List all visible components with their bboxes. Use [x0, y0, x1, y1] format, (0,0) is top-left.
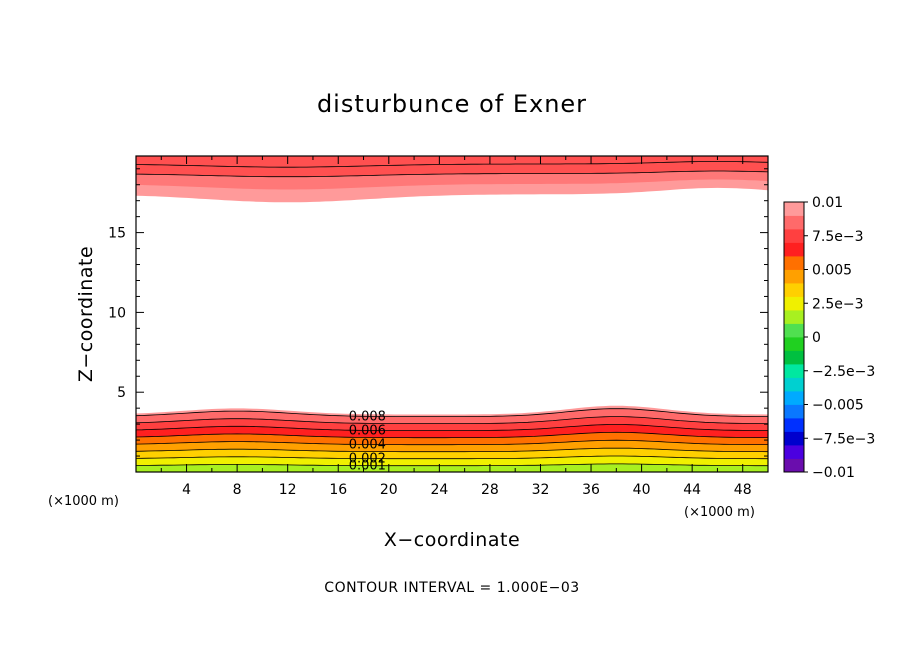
x-tick-label: 20 — [380, 482, 398, 498]
x-tick-label: 28 — [481, 482, 499, 498]
x-tick-label: 32 — [532, 482, 550, 498]
contour-label: 0.001 — [349, 459, 386, 474]
x-axis-label: X−coordinate — [384, 529, 520, 551]
colorbar-swatch — [784, 229, 804, 243]
contour-label: 0.008 — [349, 409, 386, 424]
y-tick-label: 10 — [108, 305, 126, 321]
x-tick-label: 24 — [430, 482, 448, 498]
contour-line — [135, 424, 768, 431]
colorbar-label: 0.005 — [812, 263, 852, 279]
colorbar-swatch — [784, 445, 804, 459]
colorbar-label: −2.5e−3 — [812, 364, 875, 380]
contour-band-lower — [136, 463, 768, 472]
contour-line — [135, 439, 768, 446]
contour-fill-layer — [136, 156, 768, 472]
colorbar-swatch — [784, 310, 804, 324]
contour-band-upper — [136, 156, 768, 177]
x-tick-label: 44 — [683, 482, 701, 498]
x-unit-right: (×1000 m) — [684, 505, 755, 520]
contour-lines-layer — [135, 161, 769, 467]
x-tick-label: 12 — [279, 482, 297, 498]
x-tick-label: 16 — [329, 482, 347, 498]
y-tick-label: 15 — [108, 226, 126, 242]
colorbar-swatch — [784, 404, 804, 419]
colorbar: 0.01 7.5e−3 0.005 2.5e−3 0 −2.5e−3 −0.005 −7.5e… — [783, 195, 875, 481]
x-tick-label: 48 — [734, 482, 752, 498]
colorbar-swatch — [784, 377, 804, 392]
x-axis-ticks: 4 8 12 16 20 24 28 32 36 40 44 48 — [160, 156, 752, 498]
plot-frame — [135, 155, 769, 473]
colorbar-label: 0.01 — [812, 195, 843, 211]
contour-line — [135, 408, 769, 417]
contour-line — [135, 447, 769, 453]
colorbar-swatch — [784, 269, 804, 284]
x-tick-label: 40 — [633, 482, 651, 498]
colorbar-swatch — [784, 418, 804, 432]
colorbar-swatch — [784, 256, 804, 270]
colorbar-label: −7.5e−3 — [812, 431, 875, 447]
colorbar-label: 0 — [812, 330, 821, 346]
x-unit-left: (×1000 m) — [48, 494, 119, 509]
contour-line — [135, 463, 768, 467]
x-tick-label: 4 — [182, 482, 191, 498]
colorbar-swatch — [784, 296, 804, 311]
colorbar-swatch — [784, 337, 804, 351]
colorbar-label: −0.01 — [812, 465, 855, 481]
colorbar-swatch — [784, 242, 804, 257]
colorbar-swatch — [784, 458, 804, 473]
colorbar-swatch — [784, 283, 804, 297]
contour-interval-note: CONTOUR INTERVAL = 1.000E−03 — [324, 580, 579, 596]
contour-label: 0.006 — [349, 423, 386, 438]
colorbar-label: 2.5e−3 — [812, 296, 864, 312]
y-axis-label: Z−coordinate — [75, 246, 97, 382]
colorbar-swatch — [784, 215, 804, 230]
colorbar-swatch — [784, 350, 804, 365]
contour-line — [135, 431, 768, 439]
colorbar-swatch — [784, 431, 804, 446]
x-tick-label: 8 — [233, 482, 242, 498]
colorbar-swatch — [784, 364, 804, 378]
contour-label: 0.004 — [349, 437, 386, 452]
x-tick-label: 36 — [582, 482, 600, 498]
colorbar-label: 7.5e−3 — [812, 229, 864, 245]
colorbar-swatch — [784, 202, 804, 216]
colorbar-swatch — [784, 323, 804, 338]
contour-line — [135, 416, 768, 424]
colorbar-label: −0.005 — [812, 398, 864, 414]
chart-title: disturbunce of Exner — [317, 90, 587, 118]
contour-line — [135, 161, 769, 168]
contour-line — [135, 455, 768, 460]
colorbar-swatch — [784, 391, 804, 405]
y-axis-ticks: 5 10 15 — [108, 168, 768, 457]
contour-line — [135, 170, 769, 178]
contour-label: 0.002 — [349, 452, 386, 467]
y-tick-label: 5 — [117, 385, 126, 401]
